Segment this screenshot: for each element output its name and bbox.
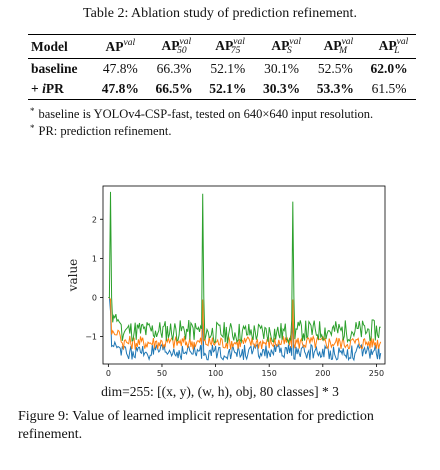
y-tick-label: 2 [92, 215, 97, 224]
y-tick-label: 0 [92, 293, 97, 302]
row-value-cell: 52.1% [210, 61, 246, 76]
row-value-cell: 61.5% [371, 81, 407, 96]
header-ap50: APval50 [161, 37, 192, 56]
table-header-row: Model APval APval50 APval75 APvalS APval… [28, 34, 416, 59]
table-note-2: * PR: prediction refinement. [30, 123, 172, 138]
header-aps: APvalS [271, 37, 301, 56]
x-tick-label: 250 [369, 369, 384, 378]
header-model: Model [31, 38, 68, 54]
figure-caption: Figure 9: Value of learned implicit repr… [18, 409, 374, 442]
table-caption: Table 2: Ablation study of prediction re… [83, 6, 357, 21]
row-value-cell: 30.1% [264, 61, 300, 76]
row-value-cell: 62.0% [370, 61, 408, 76]
header-ap75: APval75 [215, 37, 245, 56]
row-model-cell: baseline [31, 61, 78, 76]
row-value-cell: 52.5% [317, 61, 353, 76]
y-axis-label: value [66, 259, 80, 293]
y-tick-label: 1 [92, 254, 97, 263]
ablation-table: Model APval APval50 APval75 APvalS APval… [28, 34, 416, 100]
header-apm: APvalM [323, 37, 354, 56]
row-value-cell: 53.3% [316, 81, 354, 96]
row-value-cell: 66.5% [155, 81, 193, 96]
table-row: + iPR 47.8% 66.5% 52.1% 30.3% 53.3% 61.5% [28, 79, 416, 100]
row-value-cell: 52.1% [209, 81, 247, 96]
table-row: baseline 47.8% 66.3% 52.1% 30.1% 52.5% 62.0% [28, 59, 416, 80]
row-model-cell: + iPR [31, 81, 64, 96]
series-line-2 [108, 297, 382, 362]
row-value-cell: 47.8% [102, 61, 138, 76]
series-line-1 [108, 297, 382, 350]
row-value-cell: 47.8% [101, 81, 139, 96]
x-tick-label: 100 [208, 369, 223, 378]
y-tick-label: −1 [85, 333, 97, 342]
x-tick-label: 150 [262, 369, 277, 378]
implicit-representation-chart: 0 50 100 150 200 250 −1 0 1 2 value [66, 185, 386, 378]
x-tick-label: 50 [157, 369, 167, 378]
table-note-1: * baseline is YOLOv4-CSP-fast, tested on … [30, 106, 374, 121]
header-ap: APval [105, 38, 136, 54]
x-tick-label: 0 [106, 369, 111, 378]
header-apl: APvalL [378, 37, 409, 56]
x-tick-label: 200 [315, 369, 330, 378]
series-line-0 [108, 191, 381, 345]
dim-label: dim=255: [(x, y), (w, h), obj, 80 classe… [101, 384, 339, 399]
plot-frame [102, 185, 386, 365]
row-value-cell: 30.3% [263, 81, 301, 96]
row-value-cell: 66.3% [156, 61, 192, 76]
